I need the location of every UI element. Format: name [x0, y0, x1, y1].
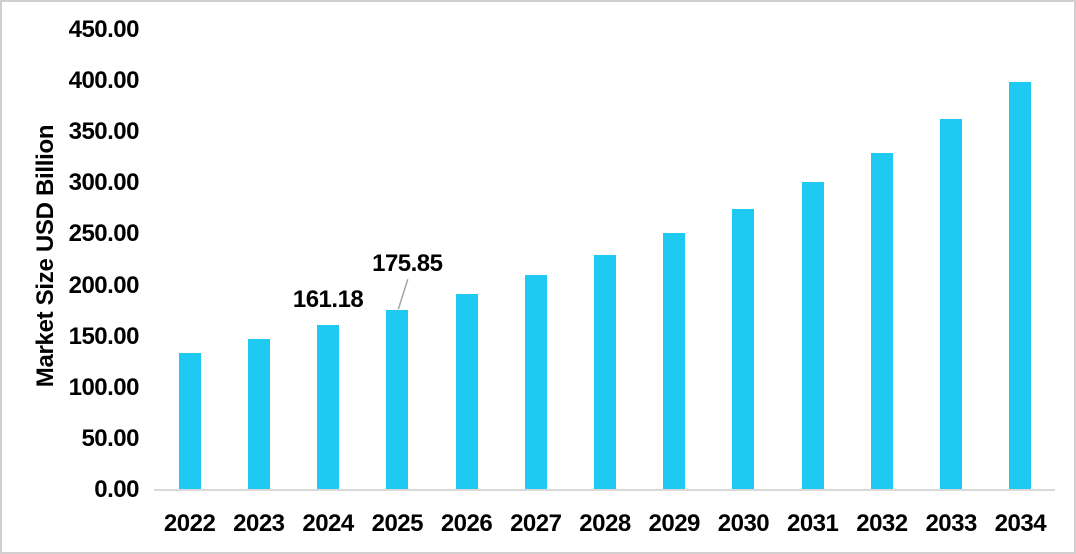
x-tick-label-2030: 2030	[717, 510, 770, 537]
x-tick-label-2025: 2025	[371, 510, 424, 537]
y-tick-label-100: 100.00	[68, 373, 140, 401]
x-tick-label-2032: 2032	[856, 510, 908, 537]
data-label-2025: 175.85	[372, 250, 443, 278]
x-tick-label-2034: 2034	[994, 510, 1047, 537]
x-tick-label-2027: 2027	[510, 510, 562, 537]
data-label-2024: 161.18	[292, 286, 364, 314]
x-tick-label-2028: 2028	[579, 510, 631, 537]
y-tick-label-350: 350.00	[68, 118, 140, 146]
y-tick-label-0: 0.00	[94, 476, 139, 503]
y-tick-label-400: 400.00	[68, 67, 140, 95]
bar-2024	[317, 325, 340, 490]
y-tick-label-150: 150.00	[68, 322, 140, 350]
y-axis-title: Market Size USD Billion	[32, 124, 59, 388]
bar-2025	[386, 310, 409, 490]
bar-2033	[940, 118, 963, 490]
bar-2030	[732, 208, 755, 490]
bar-2032	[870, 152, 893, 490]
x-tick-label-2033: 2033	[925, 510, 977, 537]
x-axis-line	[154, 489, 1055, 491]
y-tick-label-250: 250.00	[68, 220, 140, 248]
bar-2022	[178, 353, 201, 490]
y-tick-label-450: 450.00	[68, 16, 140, 43]
x-tick-label-2023: 2023	[233, 510, 285, 537]
bar-2023	[247, 338, 270, 490]
y-tick-label-200: 200.00	[68, 271, 140, 299]
bar-2028	[594, 254, 616, 490]
x-tick-label-2031: 2031	[786, 510, 839, 537]
x-tick-label-2024: 2024	[302, 510, 354, 537]
bar-2031	[801, 182, 824, 490]
bar-2034	[1009, 82, 1032, 490]
x-tick-label-2022: 2022	[163, 510, 216, 537]
y-tick-label-50: 50.00	[81, 424, 139, 452]
y-tick-label-300: 300.00	[68, 169, 140, 197]
bar-2026	[455, 293, 478, 490]
x-tick-label-2029: 2029	[648, 510, 701, 537]
bar-2029	[663, 233, 686, 490]
x-tick-label-2026: 2026	[440, 510, 493, 537]
bar-2027	[524, 275, 547, 490]
